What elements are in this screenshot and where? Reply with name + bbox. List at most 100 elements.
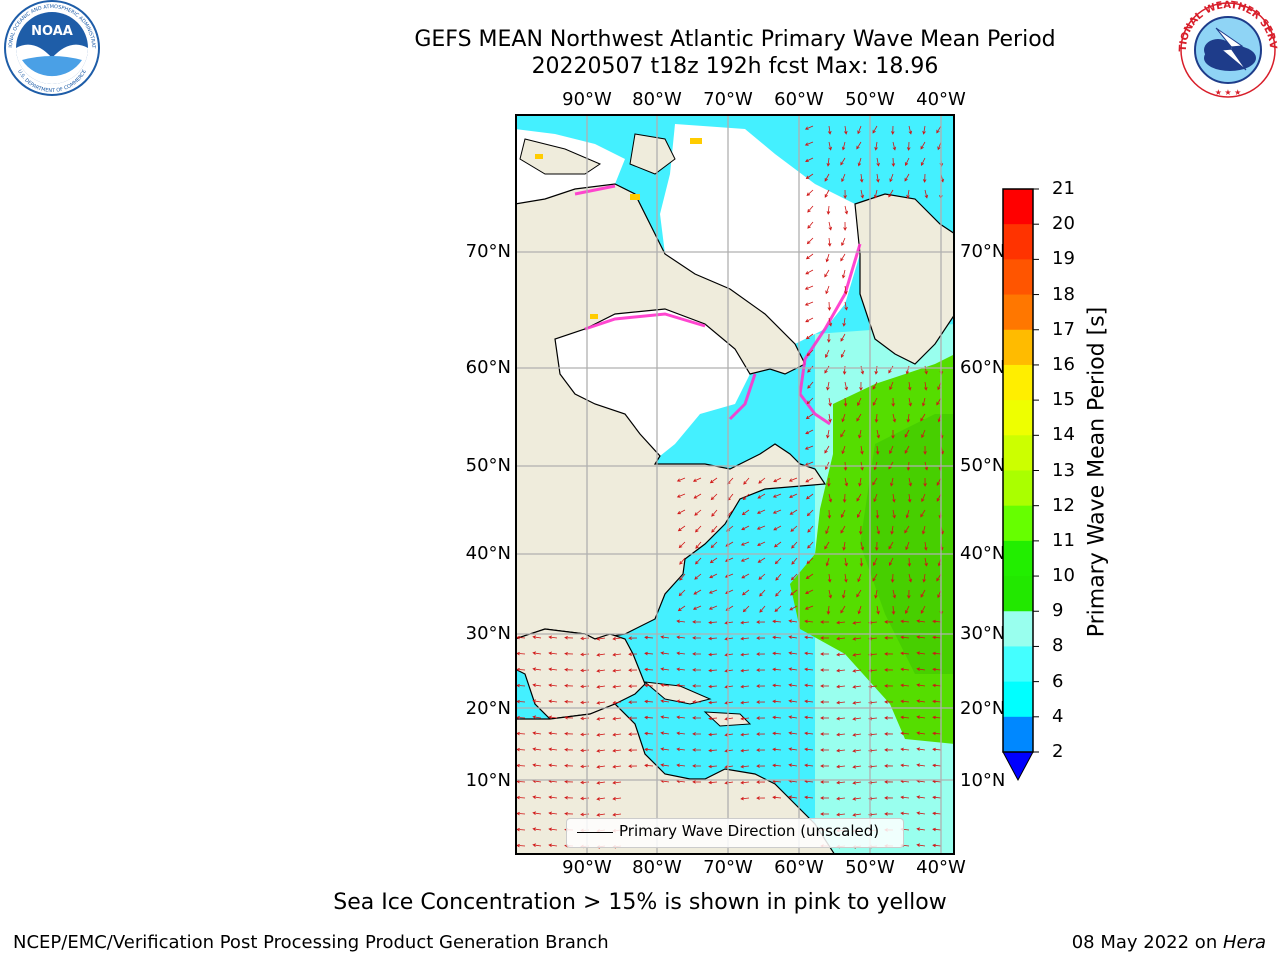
wave-arrow [892,589,896,599]
wave-arrow [905,541,910,551]
wave-arrow [692,668,702,672]
wave-arrow [532,795,542,800]
wave-arrow [628,700,638,704]
wave-arrow [692,684,702,688]
wave-arrow [740,732,750,737]
wave-arrow [756,716,766,720]
wave-arrow [920,157,926,166]
wave-arrow [580,652,590,657]
wave-arrow [856,493,862,502]
wave-arrow [759,589,766,597]
wave-arrow [872,381,878,390]
map-frame [515,114,955,855]
wave-arrow [805,573,814,579]
wave-arrow [806,349,814,357]
footer-date-text: 08 May 2022 on [1071,932,1223,953]
wave-arrow [532,763,542,768]
wave-arrow [932,827,942,832]
wave-arrow [695,525,702,533]
wave-arrow [804,747,814,752]
wave-arrow [916,635,926,639]
wave-arrow [844,381,848,391]
wave-arrow [756,636,766,640]
wave-arrow [836,780,846,785]
wave-arrow [724,621,734,625]
lat-label-left-10n: 10°N [465,770,511,791]
colorbar-band [1003,681,1033,718]
wave-arrow [628,636,638,640]
wave-arrow [920,605,926,614]
wave-arrow [884,620,894,624]
wave-arrow [693,589,702,595]
wave-arrow [740,780,750,785]
lat-label-left-20n: 20°N [465,698,511,719]
map-legend: Primary Wave Direction (unscaled) [566,818,904,848]
wave-arrow [788,715,798,719]
wave-arrow [804,635,814,640]
wave-arrow [644,635,654,640]
wave-arrow [841,173,846,183]
wave-arrow [858,429,862,439]
wave-arrow [844,573,848,583]
wave-arrow [804,731,814,736]
colorbar-tick-label: 10 [1052,565,1075,587]
wave-arrow [758,477,766,484]
wave-arrow [920,141,926,150]
wave-arrow [840,349,846,358]
wave-arrow [924,557,928,567]
wave-arrow [756,732,766,736]
wave-arrow [824,173,830,182]
wave-arrow [708,764,718,769]
wave-arrow [820,748,829,752]
wave-arrow [920,589,926,598]
wave-arrow [827,125,832,135]
wave-arrow [708,668,718,673]
wave-arrow [741,589,750,596]
wave-arrow [820,780,829,784]
colorbar-tick-label: 2 [1052,741,1064,762]
wave-arrow [596,781,606,785]
wave-arrow [860,365,865,375]
wave-arrow [876,173,880,183]
wave-arrow [548,747,558,752]
wave-arrow [884,780,894,784]
wave-arrow [820,716,829,720]
wave-arrow [840,157,846,166]
land-arctic-islands [519,138,602,175]
wave-arrow [807,365,814,373]
wave-arrow [532,715,542,720]
wave-arrow [724,765,734,769]
wave-arrow [900,731,910,736]
wave-arrow [924,189,929,199]
wave-arrow [843,189,847,199]
wave-arrow [884,700,894,704]
wave-arrow [724,733,734,737]
wave-arrow [772,509,782,514]
wave-arrow [804,699,814,704]
wave-arrow [824,189,830,198]
wave-arrow [836,636,846,641]
colorbar-extend-arrow [1002,751,1034,782]
wave-arrow [711,525,718,533]
wave-arrow [596,765,606,769]
wave-arrow [916,715,926,719]
wave-arrow [921,525,926,535]
colorbar-tick-label: 18 [1052,283,1075,305]
wave-arrow [932,667,942,672]
wave-arrow [841,269,846,279]
wave-arrow [905,509,910,519]
wave-arrow [836,748,846,753]
lon-label-top-80w: 80°W [632,89,682,110]
wave-arrow [692,636,702,640]
colorbar-band [1003,329,1033,366]
wave-arrow [826,157,831,167]
wave-arrow [710,493,718,501]
wave-arrow [806,237,814,245]
wave-arrow [820,620,829,624]
wave-arrow [841,413,846,423]
wave-arrow [908,125,913,135]
wave-arrow [660,763,670,767]
wave-arrow [676,493,686,498]
wave-arrow [842,541,846,551]
lon-label-top-40w: 40°W [916,89,966,110]
